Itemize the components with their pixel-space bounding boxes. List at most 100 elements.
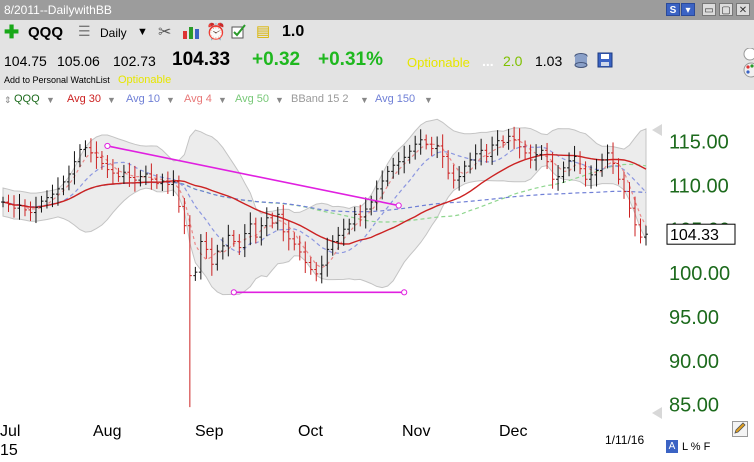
dropdown-arrow-icon[interactable]: ▾ xyxy=(681,3,695,16)
price-axis: 115.00110.00105.00100.0095.0090.0085.001… xyxy=(652,124,736,419)
database-icon[interactable] xyxy=(574,53,588,68)
chevron-down-icon[interactable]: ▼ xyxy=(137,26,148,38)
tools-icon[interactable]: ✂ xyxy=(158,24,172,41)
ohlc-bar xyxy=(413,135,418,160)
legend-item-avg150[interactable]: Avg 150 xyxy=(375,93,416,105)
ohlc-bar xyxy=(99,151,104,170)
note-icon[interactable]: ▤ xyxy=(256,23,271,40)
date-axis: Jul Aug Sep Oct Nov Dec 15 1/11/16 A L %… xyxy=(0,420,754,462)
ohlc-bar xyxy=(572,145,577,172)
ohlc-bar xyxy=(325,237,330,277)
ohlc-bar xyxy=(418,129,423,155)
symbol-input[interactable]: QQQ xyxy=(28,24,64,41)
ohlc-bar xyxy=(160,173,165,191)
add-watchlist-link[interactable]: Add to Personal WatchList xyxy=(4,75,110,85)
checkbox-icon[interactable] xyxy=(231,24,247,40)
open-value: 104.75 xyxy=(4,53,47,69)
ohlc-bar xyxy=(176,175,181,213)
ohlc-bar xyxy=(341,218,346,246)
list-icon[interactable]: ☰ xyxy=(78,23,91,39)
ohlc-bar xyxy=(138,170,143,187)
ohlc-bar xyxy=(567,152,572,177)
ohlc-bar xyxy=(198,234,203,280)
value-a: 2.0 xyxy=(503,53,523,69)
palette-icon[interactable] xyxy=(738,48,754,88)
ellipsis-button[interactable]: ... xyxy=(482,53,494,69)
ohlc-bar xyxy=(209,237,214,276)
chevron-down-icon[interactable]: ▼ xyxy=(218,95,227,105)
ohlc-bar xyxy=(314,262,319,282)
ohlc-bar xyxy=(589,165,594,189)
close-icon[interactable]: ✕ xyxy=(736,3,750,16)
trendline[interactable] xyxy=(107,145,399,207)
moving-averages xyxy=(2,139,647,269)
ohlc-bar xyxy=(638,218,643,244)
scroll-down-icon[interactable] xyxy=(652,407,662,419)
month-label: Aug xyxy=(93,423,122,440)
ohlc-bar xyxy=(600,153,605,177)
edit-pencil-icon[interactable] xyxy=(732,421,748,437)
legend-toggle-icon[interactable]: ⇕ xyxy=(4,95,12,105)
toolbar: ✚ QQQ ☰ Daily ▼ ✂ ⏰ ▤ 1.0 104.75 105.06 … xyxy=(0,20,754,90)
price-chart[interactable]: 115.00110.00105.00100.0095.0090.0085.001… xyxy=(0,110,754,420)
ohlc-bar xyxy=(182,197,187,235)
ohlc-bar xyxy=(583,161,588,187)
trendline-handle[interactable] xyxy=(230,289,237,296)
legend-item-bband[interactable]: BBand 15 2 xyxy=(291,93,349,105)
ohlc-bar xyxy=(61,175,66,196)
legend-item-avg4[interactable]: Avg 4 xyxy=(184,93,212,105)
month-label: Oct xyxy=(298,423,323,440)
trendline-handle[interactable] xyxy=(104,142,111,150)
ohlc-bar xyxy=(424,134,429,150)
legend-item-qqq[interactable]: QQQ xyxy=(14,93,40,105)
ohlc-bar xyxy=(506,128,511,150)
trendline-handle[interactable] xyxy=(401,289,408,296)
ohlc-bar xyxy=(22,199,27,217)
scale-a-button[interactable]: A xyxy=(666,440,678,453)
indicator-legend: ⇕ QQQ ▼ Avg 30 ▼ Avg 10 ▼ Avg 4 ▼ Avg 50… xyxy=(0,90,754,110)
ohlc-bar xyxy=(275,206,280,231)
trendlines[interactable] xyxy=(104,142,408,296)
chevron-down-icon[interactable]: ▼ xyxy=(424,95,433,105)
scale-options[interactable]: L % F xyxy=(682,441,711,453)
ohlc-bar xyxy=(242,224,247,258)
ohlc-bar xyxy=(17,193,22,220)
legend-item-avg30[interactable]: Avg 30 xyxy=(67,93,102,105)
add-symbol-icon[interactable]: ✚ xyxy=(4,22,20,42)
chevron-down-icon[interactable]: ▼ xyxy=(360,95,369,105)
restore-icon[interactable]: ▢ xyxy=(719,3,733,16)
symbol-s-icon[interactable]: S xyxy=(666,3,680,16)
legend-item-avg10[interactable]: Avg 10 xyxy=(126,93,161,105)
optionable-label: Optionable xyxy=(407,55,470,70)
ohlc-bar xyxy=(319,255,324,284)
save-icon[interactable] xyxy=(597,52,613,68)
ohlc-bar xyxy=(611,142,616,174)
ohlc-bar xyxy=(171,170,176,197)
trendline-handle[interactable] xyxy=(395,202,402,209)
ohlc-bar xyxy=(237,234,242,255)
ohlc-bar xyxy=(264,207,269,237)
chevron-down-icon[interactable]: ▼ xyxy=(107,95,116,105)
ohlc-bar xyxy=(116,167,121,182)
scroll-up-icon[interactable] xyxy=(652,124,662,136)
chevron-down-icon[interactable]: ▼ xyxy=(166,95,175,105)
ohlc-bar xyxy=(33,196,38,224)
ohlc-bar xyxy=(6,194,11,213)
ohlc-bar xyxy=(578,151,583,174)
ohlc-bars xyxy=(1,126,648,408)
ohlc-bar xyxy=(297,235,302,261)
window-title: 8/2011--DailywithBB xyxy=(4,3,112,17)
chevron-down-icon[interactable]: ▼ xyxy=(275,95,284,105)
bar-chart-icon[interactable] xyxy=(182,25,200,39)
alarm-clock-icon[interactable]: ⏰ xyxy=(206,24,226,41)
last-price: 104.33 xyxy=(172,49,231,70)
period-select[interactable]: Daily xyxy=(100,26,127,40)
legend-item-avg50[interactable]: Avg 50 xyxy=(235,93,270,105)
ohlc-bar xyxy=(407,144,412,164)
chevron-down-icon[interactable]: ▼ xyxy=(46,95,55,105)
ohlc-bar xyxy=(501,135,506,148)
minimize-icon[interactable]: ▭ xyxy=(702,3,716,16)
ohlc-bar xyxy=(39,195,44,213)
ohlc-bar xyxy=(440,134,445,169)
ohlc-bar xyxy=(556,165,561,191)
